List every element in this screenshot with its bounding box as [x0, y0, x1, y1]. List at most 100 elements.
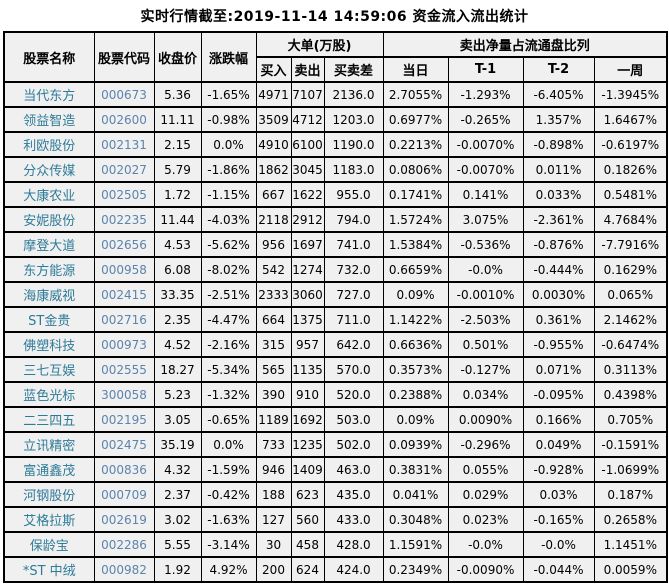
cell-code: 002656 [93, 231, 155, 258]
cell-code: 002235 [93, 206, 155, 233]
cell-t2: -0.044% [522, 556, 595, 583]
cell-close: 1.92 [153, 556, 202, 583]
cell-buy: 315 [255, 331, 292, 358]
cell-code: 002716 [93, 306, 155, 333]
cell-t2: 1.357% [522, 106, 595, 133]
cell-buy: 2118 [255, 206, 292, 233]
cell-name: *ST 中绒 [3, 556, 95, 583]
cell-buy: 127 [255, 506, 292, 533]
table-row: 利欧股份 002131 2.15 0.0% 4910 6100 1190.0 0.2213% -… [3, 131, 668, 158]
cell-code: 300058 [93, 381, 155, 408]
cell-name: 摩登大道 [3, 231, 95, 258]
cell-change: -0.98% [200, 106, 257, 133]
cell-t2: -6.405% [522, 81, 595, 108]
cell-close: 18.27 [153, 356, 202, 383]
col-header-close-price: 收盘价 [153, 31, 202, 83]
cell-sell: 6100 [290, 131, 325, 158]
cell-t1: -0.0% [447, 531, 524, 558]
cell-diff: 955.0 [323, 181, 384, 208]
cell-t2: -0.898% [522, 131, 595, 158]
cell-t1: -1.293% [447, 81, 524, 108]
cell-name: 三七互娱 [3, 356, 95, 383]
cell-close: 5.23 [153, 381, 202, 408]
cell-week: 0.065% [593, 281, 668, 308]
cell-t2: -0.876% [522, 231, 595, 258]
cell-day: 0.3048% [382, 506, 449, 533]
cell-name: 安妮股份 [3, 206, 95, 233]
cell-week: 0.3113% [593, 356, 668, 383]
cell-t1: -2.503% [447, 306, 524, 333]
cell-t2: 0.049% [522, 431, 595, 458]
cell-diff: 711.0 [323, 306, 384, 333]
table-row: 大康农业 002505 1.72 -1.15% 667 1622 955.0 0.1741% 0… [3, 181, 668, 208]
cell-week: 1.6467% [593, 106, 668, 133]
table-row: 佛塑科技 000973 4.52 -2.16% 315 957 642.0 0.6636% 0.… [3, 331, 668, 358]
col-header-change-pct: 涨跌幅 [200, 31, 257, 83]
cell-t1: 0.141% [447, 181, 524, 208]
cell-buy: 565 [255, 356, 292, 383]
cell-buy: 3509 [255, 106, 292, 133]
cell-name: 佛塑科技 [3, 331, 95, 358]
cell-name: 分众传媒 [3, 156, 95, 183]
cell-buy: 200 [255, 556, 292, 583]
cell-diff: 794.0 [323, 206, 384, 233]
cell-close: 3.02 [153, 506, 202, 533]
cell-week: -0.1591% [593, 431, 668, 458]
cell-week: -0.6474% [593, 331, 668, 358]
cell-diff: 732.0 [323, 256, 384, 283]
cell-t2: -0.955% [522, 331, 595, 358]
table-row: 三七互娱 002555 18.27 -5.34% 565 1135 570.0 0.3573%… [3, 356, 668, 383]
cell-name: 东方能源 [3, 256, 95, 283]
cell-change: -1.59% [200, 456, 257, 483]
cell-diff: 741.0 [323, 231, 384, 258]
col-header-stock-name: 股票名称 [3, 31, 95, 83]
table-row: 安妮股份 002235 11.44 -4.03% 2118 2912 794.0 1.5724… [3, 206, 668, 233]
cell-code: 000673 [93, 81, 155, 108]
cell-week: 0.187% [593, 481, 668, 508]
cell-close: 3.05 [153, 406, 202, 433]
table-row: 海康威视 002415 33.35 -2.51% 2333 3060 727.0 0.09% -… [3, 281, 668, 308]
cell-change: 0.0% [200, 431, 257, 458]
table-row: 当代东方 000673 5.36 -1.65% 4971 7107 2136.0 2.7055… [3, 81, 668, 108]
cell-t1: -0.127% [447, 356, 524, 383]
cell-buy: 390 [255, 381, 292, 408]
cell-name: 保龄宝 [3, 531, 95, 558]
cell-t1: 0.0090% [447, 406, 524, 433]
table-body: 当代东方 000673 5.36 -1.65% 4971 7107 2136.0 2.7055… [3, 81, 668, 583]
cell-t1: -0.0070% [447, 131, 524, 158]
cell-day: 0.6659% [382, 256, 449, 283]
capital-flow-table: 股票名称 股票代码 收盘价 涨跌幅 大单(万股) 卖出净量占流通盘比列 买入 卖… [3, 31, 669, 583]
col-header-buy: 买入 [255, 56, 292, 83]
cell-name: 艾格拉斯 [3, 506, 95, 533]
cell-code: 000709 [93, 481, 155, 508]
cell-name: 当代东方 [3, 81, 95, 108]
cell-change: -2.51% [200, 281, 257, 308]
cell-code: 002415 [93, 281, 155, 308]
cell-t2: 0.071% [522, 356, 595, 383]
cell-code: 002600 [93, 106, 155, 133]
cell-diff: 463.0 [323, 456, 384, 483]
cell-change: -1.65% [200, 81, 257, 108]
cell-code: 000973 [93, 331, 155, 358]
cell-code: 000958 [93, 256, 155, 283]
table-row: 艾格拉斯 002619 3.02 -1.63% 127 560 433.0 0.3048% 0.… [3, 506, 668, 533]
cell-t1: -0.0070% [447, 156, 524, 183]
cell-change: 4.92% [200, 556, 257, 583]
cell-code: 002286 [93, 531, 155, 558]
cell-t2: -0.165% [522, 506, 595, 533]
col-header-t1: T-1 [447, 56, 524, 83]
cell-t1: 0.029% [447, 481, 524, 508]
cell-sell: 623 [290, 481, 325, 508]
cell-diff: 642.0 [323, 331, 384, 358]
cell-diff: 502.0 [323, 431, 384, 458]
cell-code: 002131 [93, 131, 155, 158]
cell-diff: 435.0 [323, 481, 384, 508]
cell-buy: 733 [255, 431, 292, 458]
cell-t2: 0.166% [522, 406, 595, 433]
cell-day: 1.1591% [382, 531, 449, 558]
cell-close: 6.08 [153, 256, 202, 283]
table-row: 河钢股份 000709 2.37 -0.42% 188 623 435.0 0.041% 0.0… [3, 481, 668, 508]
cell-diff: 1183.0 [323, 156, 384, 183]
cell-sell: 560 [290, 506, 325, 533]
cell-change: -4.47% [200, 306, 257, 333]
